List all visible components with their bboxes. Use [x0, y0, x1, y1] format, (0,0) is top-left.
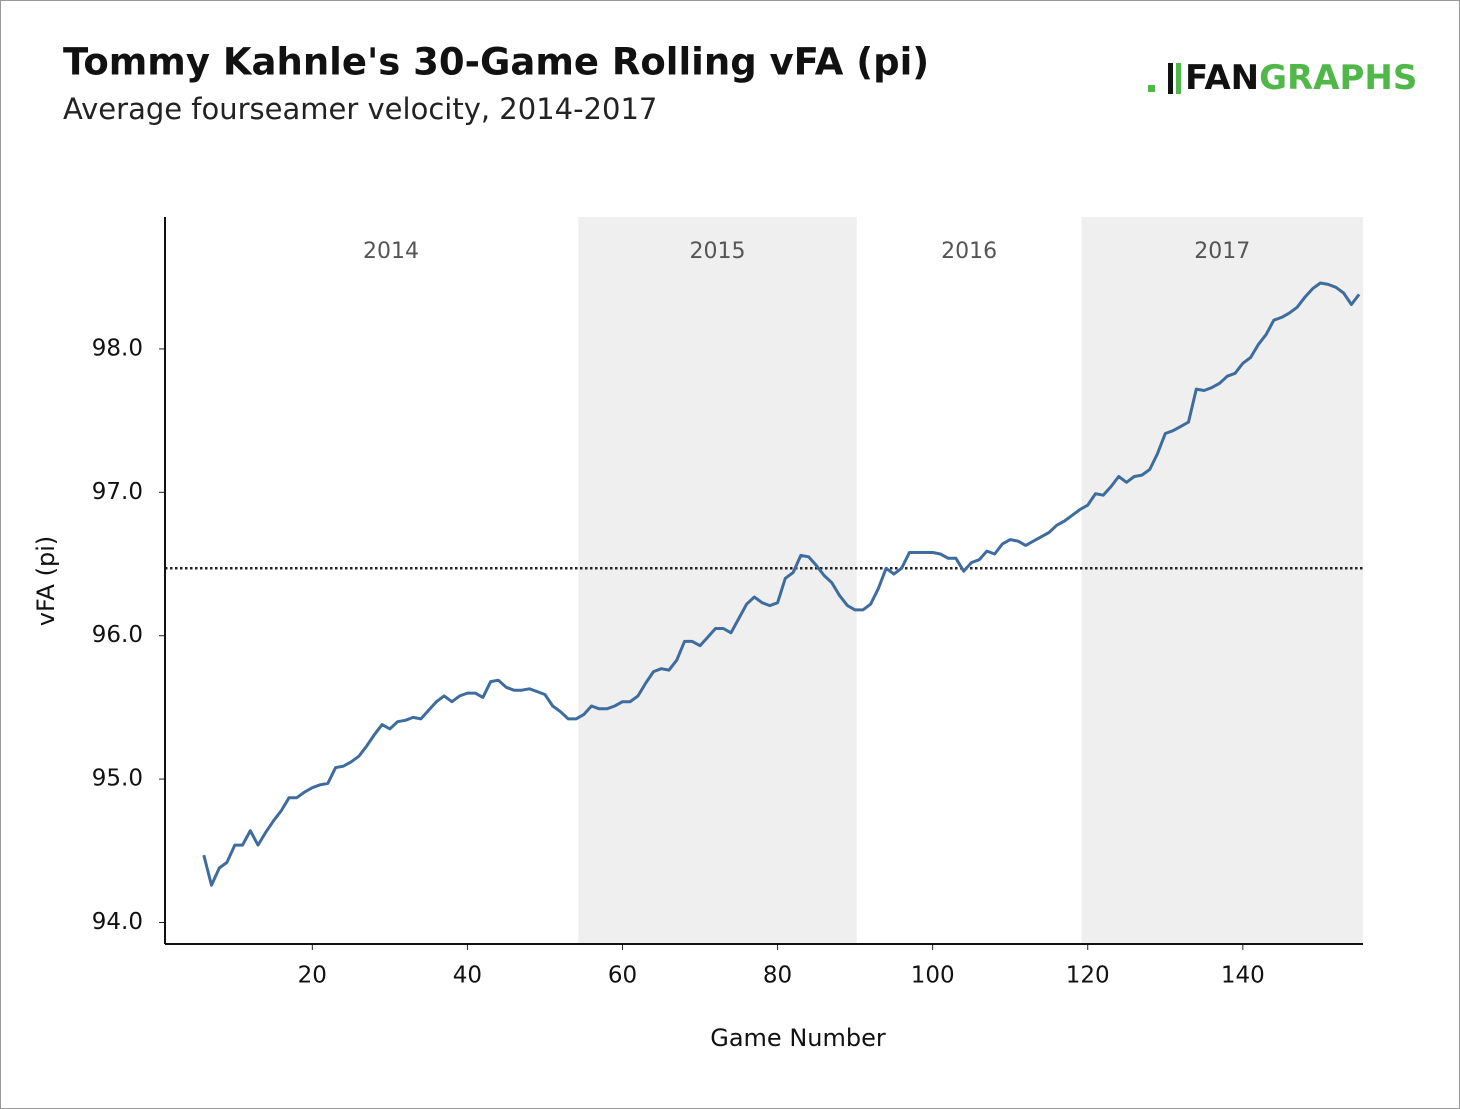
x-tick-label: 60 [608, 963, 637, 989]
x-tick-label: 40 [453, 963, 482, 989]
season-label: 2014 [363, 239, 419, 264]
x-tick-label: 120 [1066, 963, 1110, 989]
x-tick-label: 100 [911, 963, 955, 989]
season-band [578, 217, 857, 944]
x-tick-label: 80 [763, 963, 792, 989]
x-axis-title: Game Number [710, 1024, 886, 1052]
y-tick-label: 96.0 [92, 622, 143, 648]
logo: FANGRAPHS [1148, 58, 1417, 98]
y-tick-label: 95.0 [92, 766, 143, 792]
data-line [202, 281, 1361, 887]
y-tick-label: 98.0 [92, 335, 143, 361]
logo-prefix: FAN [1185, 58, 1259, 98]
logo-text: FANGRAPHS [1185, 58, 1417, 98]
chart-title: Tommy Kahnle's 30-Game Rolling vFA (pi) [63, 41, 929, 84]
x-tick-label: 20 [298, 963, 327, 989]
chart-subtitle: Average fourseamer velocity, 2014-2017 [63, 92, 657, 126]
x-tick-label: 140 [1221, 963, 1265, 989]
logo-suffix: GRAPHS [1259, 58, 1417, 98]
season-band [1081, 217, 1363, 944]
y-tick-label: 94.0 [92, 909, 143, 935]
logo-mark [1168, 63, 1173, 94]
logo-mark [1148, 85, 1155, 92]
y-tick-label: 97.0 [92, 479, 143, 505]
y-axis-title: vFA (pi) [32, 536, 60, 626]
season-label: 2017 [1194, 239, 1250, 264]
season-label: 2015 [689, 239, 745, 264]
season-label: 2016 [941, 239, 997, 264]
logo-mark [1176, 63, 1181, 94]
